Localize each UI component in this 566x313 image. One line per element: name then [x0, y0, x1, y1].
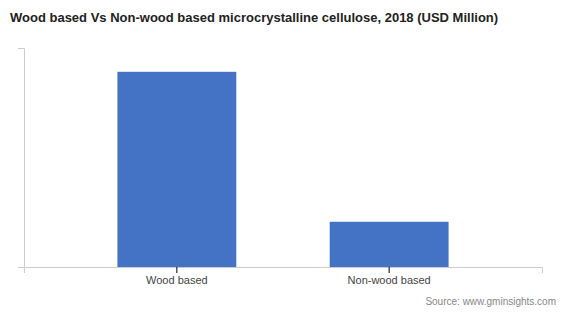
chart: Wood based Vs Non-wood based microcrysta…	[0, 0, 566, 313]
x-tick: Wood based	[146, 267, 208, 286]
x-tick-mark	[389, 267, 390, 273]
plot-area: Wood based Non-wood based	[18, 49, 543, 286]
x-tick: Non-wood based	[348, 267, 431, 286]
bars	[117, 72, 448, 267]
x-axis-line	[25, 268, 543, 274]
bar	[117, 72, 236, 267]
x-tick-label: Non-wood based	[348, 274, 431, 286]
x-axis: Wood based Non-wood based	[25, 267, 543, 286]
bar	[330, 222, 449, 267]
y-axis-line	[18, 49, 25, 268]
chart-container: Wood based Vs Non-wood based microcrysta…	[0, 0, 566, 313]
y-axis	[18, 49, 25, 268]
x-tick-mark	[176, 267, 177, 273]
title: Wood based Vs Non-wood based microcrysta…	[10, 10, 498, 25]
annotation: Source: www.gminsights.com	[425, 296, 556, 307]
x-tick-label: Wood based	[146, 274, 208, 286]
